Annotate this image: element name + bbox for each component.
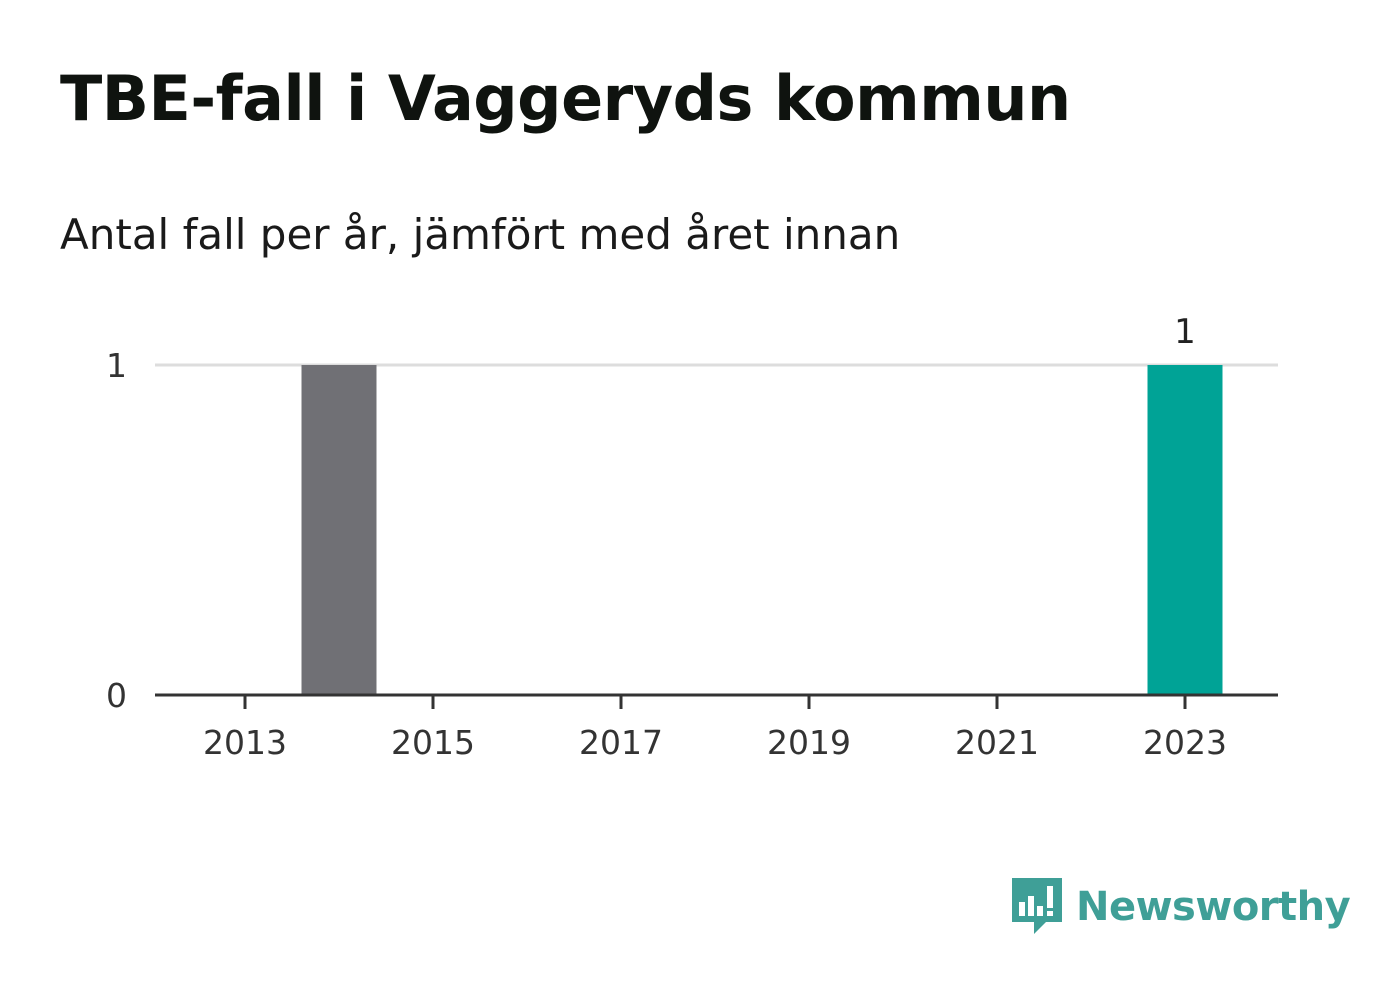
data-label-2023: 1 [1174, 312, 1196, 352]
bar-chart-speech-bubble-icon [1012, 878, 1062, 934]
axes [155, 693, 1278, 709]
x-tick-label-2015: 2015 [391, 723, 475, 762]
x-tick-label-2019: 2019 [767, 723, 851, 762]
bars [301, 365, 1223, 695]
chart-title: TBE-fall i Vaggeryds kommun [60, 62, 1071, 135]
x-tick-label-2017: 2017 [579, 723, 663, 762]
bar-2023 [1147, 365, 1223, 695]
chart-subtitle: Antal fall per år, jämfört med året inna… [60, 210, 901, 259]
y-tick-label-1: 1 [106, 346, 127, 385]
x-tick-label-2023: 2023 [1143, 723, 1227, 762]
x-tick-label-2021: 2021 [955, 723, 1039, 762]
brand-name: Newsworthy [1076, 884, 1351, 930]
bar-2014 [301, 365, 377, 695]
brand-logo: Newsworthy [1010, 876, 1351, 938]
labels: 0 1 1 2013 2015 2017 2019 2021 2023 [106, 312, 1227, 762]
x-tick-label-2013: 2013 [203, 723, 287, 762]
y-tick-label-0: 0 [106, 676, 127, 715]
